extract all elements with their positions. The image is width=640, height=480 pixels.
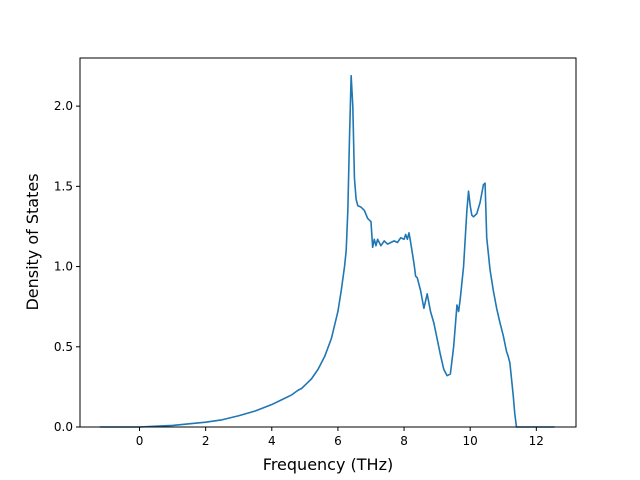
x-tick-label: 4 [268, 434, 276, 448]
x-axis-ticks: 0 2 4 6 8 10 12 [136, 427, 544, 448]
y-tick-label: 2.0 [54, 99, 73, 113]
x-tick-label: 6 [334, 434, 342, 448]
y-tick-label: 0.5 [54, 340, 73, 354]
dos-series-line-0 [99, 74, 555, 428]
y-axis-ticks: 0.0 0.5 1.0 1.5 2.0 [54, 99, 80, 434]
y-tick-label: 1.0 [54, 260, 73, 274]
x-tick-label: 2 [202, 434, 210, 448]
x-axis-label: Frequency (THz) [263, 455, 393, 474]
x-tick-label: 8 [400, 434, 408, 448]
y-tick-label: 1.5 [54, 179, 73, 193]
x-tick-label: 0 [136, 434, 144, 448]
x-tick-label: 10 [463, 434, 478, 448]
y-axis-label: Density of States [23, 173, 42, 310]
plot-area [99, 74, 555, 428]
y-tick-label: 0.0 [54, 420, 73, 434]
axes-frame [79, 57, 577, 428]
x-tick-label: 12 [529, 434, 544, 448]
